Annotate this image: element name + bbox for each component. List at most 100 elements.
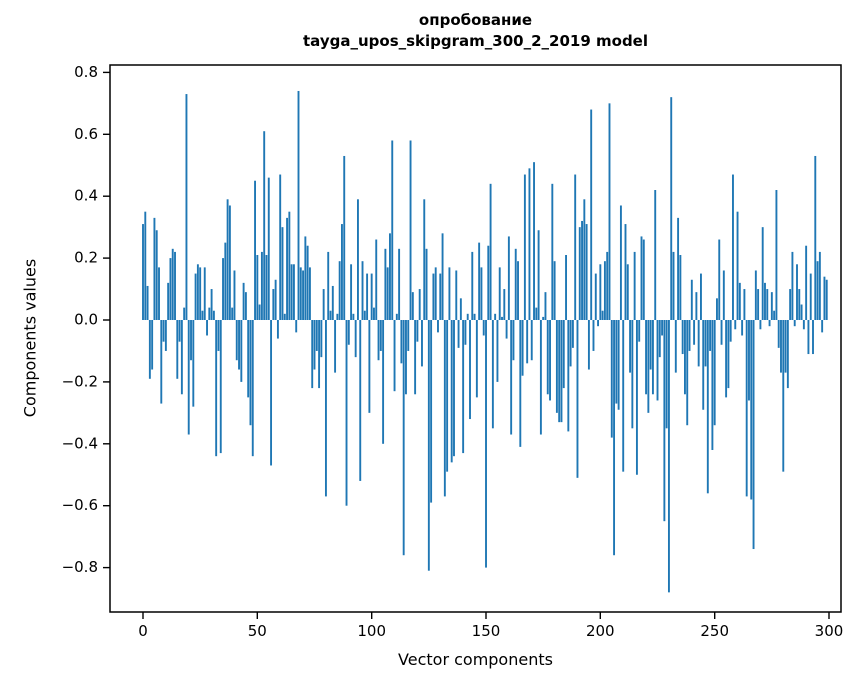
bar [569, 320, 572, 367]
bar [665, 320, 668, 429]
bar [242, 282, 245, 320]
bar [423, 199, 426, 320]
bar [276, 320, 279, 339]
bar [302, 270, 305, 320]
bar [635, 320, 638, 475]
bar [672, 251, 675, 320]
bar [782, 320, 785, 472]
bar [331, 285, 334, 320]
bar [805, 245, 808, 320]
bar [491, 320, 494, 429]
bar [475, 320, 478, 398]
bar [553, 261, 556, 320]
x-tick-label: 0 [138, 622, 148, 640]
bar [574, 174, 577, 320]
bar [562, 320, 565, 389]
bar [757, 289, 760, 320]
bar [663, 320, 666, 522]
bar [736, 211, 739, 320]
bar [377, 320, 380, 361]
bar [283, 313, 286, 320]
bar [791, 251, 794, 320]
bar [546, 320, 549, 395]
bar [617, 320, 620, 410]
bar [340, 224, 343, 320]
bar [704, 320, 707, 367]
x-tick-label: 300 [815, 622, 844, 640]
bar [363, 310, 366, 320]
bar [153, 217, 156, 321]
bar [464, 320, 467, 345]
y-axis-label: Components values [20, 258, 40, 418]
y-tick-label: −0.8 [62, 558, 98, 576]
bar [398, 248, 401, 320]
bar [354, 320, 357, 358]
bar [690, 279, 693, 320]
bar [571, 320, 574, 348]
bar [615, 320, 618, 404]
bar [439, 273, 442, 320]
bar [187, 320, 190, 435]
bar [290, 264, 293, 320]
bar [256, 255, 259, 320]
bar [809, 273, 812, 320]
bar [206, 320, 208, 336]
x-tick-label: 200 [586, 622, 615, 640]
bar [142, 224, 144, 320]
bar [233, 270, 236, 320]
chart-title: опробование tayga_upos_skipgram_300_2_20… [110, 10, 841, 52]
bar [734, 320, 737, 330]
bar [549, 320, 551, 401]
bar [812, 320, 814, 355]
bar [542, 316, 545, 320]
x-tick-label: 150 [472, 622, 501, 640]
bar [405, 320, 407, 395]
bar [416, 320, 419, 342]
bar [238, 320, 240, 370]
bar [366, 273, 369, 320]
bar [270, 320, 273, 466]
bar [645, 320, 648, 395]
bar [308, 267, 311, 320]
bar [505, 320, 508, 339]
bar [597, 320, 599, 327]
bar [773, 310, 776, 320]
x-tick-label: 250 [700, 622, 729, 640]
bar [581, 220, 583, 320]
bar [592, 320, 595, 351]
bar [670, 97, 673, 320]
bar [519, 320, 522, 447]
bar [443, 320, 446, 497]
bar [713, 320, 716, 426]
bar [681, 320, 684, 355]
bar [768, 320, 771, 327]
bar [148, 320, 151, 379]
bar [619, 205, 622, 321]
bar [770, 292, 773, 320]
bar [219, 320, 222, 454]
x-axis-label: Vector components [398, 650, 553, 669]
bar [450, 320, 453, 463]
bar [357, 199, 359, 320]
bar [324, 320, 327, 497]
bar [158, 267, 160, 320]
bar [823, 276, 826, 320]
bar [720, 320, 723, 345]
bar [514, 248, 517, 320]
bar [608, 103, 611, 320]
bar [642, 239, 645, 320]
y-tick-label: 0.0 [74, 311, 98, 329]
bar [658, 320, 661, 358]
bar [709, 320, 712, 351]
bar [368, 320, 371, 413]
bar [160, 320, 163, 404]
y-tick-label: 0.4 [74, 187, 98, 205]
chart-title-word: опробование [418, 11, 533, 29]
bar [361, 261, 364, 320]
bar [338, 261, 341, 320]
bar [727, 320, 730, 389]
bar [400, 320, 403, 364]
bar [352, 313, 355, 320]
bar [629, 320, 632, 373]
bar [201, 310, 204, 320]
